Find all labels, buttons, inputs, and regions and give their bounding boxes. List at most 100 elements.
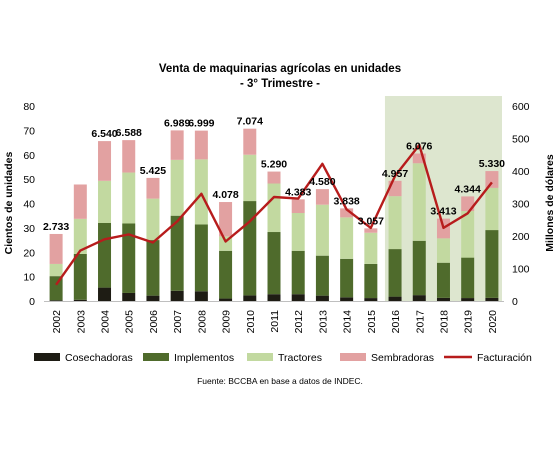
bar-tractores-2006 <box>146 198 160 241</box>
source-note: Fuente: BCCBA en base a datos de INDEC. <box>197 376 363 386</box>
data-label-2006: 5.425 <box>140 165 166 177</box>
bar-cosechadoras-2012 <box>291 294 305 301</box>
data-label-2014: 3.838 <box>333 195 359 207</box>
y-tick-label: 80 <box>23 101 35 113</box>
bar-tractores-2011 <box>267 183 281 233</box>
bar-implementos-2009 <box>219 250 233 299</box>
legend-swatch-sembradoras <box>340 353 366 361</box>
bar-implementos-2008 <box>194 224 208 292</box>
bar-sembradoras-2003 <box>73 184 87 219</box>
tick-label-layer: 0 10 20 30 40 50 60 70 80 0 100 200 300 400 500 600 2002… <box>23 101 529 333</box>
bar-implementos-2011 <box>267 232 281 295</box>
bar-cosechadoras-2004 <box>98 287 112 301</box>
x-tick-label-2008: 2008 <box>196 310 208 334</box>
data-label-2002: 2.733 <box>43 221 69 233</box>
x-tick-label-2002: 2002 <box>51 310 63 334</box>
bar-tractores-2002 <box>49 263 63 277</box>
bar-implementos-2006 <box>146 240 160 296</box>
y-tick-label: 10 <box>23 272 35 284</box>
bar-cosechadoras-2016 <box>388 296 402 301</box>
y-tick-label: 30 <box>23 223 35 235</box>
x-tick-label-2013: 2013 <box>317 310 329 334</box>
y2-axis-title: Millones de dólares <box>544 154 556 252</box>
y-tick-label: 60 <box>23 150 35 162</box>
bar-implementos-2014 <box>340 258 354 298</box>
bar-cosechadoras-2013 <box>315 295 329 301</box>
bar-implementos-2020 <box>485 230 499 298</box>
bar-sembradoras-2007 <box>170 130 184 160</box>
bar-tractores-2004 <box>98 180 112 223</box>
y-tick-label: 0 <box>29 296 35 308</box>
legend-swatch-cosechadoras <box>34 353 60 361</box>
y2-tick-label: 400 <box>512 166 530 178</box>
bar-tractores-2017 <box>412 163 426 241</box>
bar-sembradoras-2009 <box>219 202 233 237</box>
bar-cosechadoras-2002 <box>49 300 63 301</box>
legend-swatch-implementos <box>143 353 169 361</box>
bar-sembradoras-2011 <box>267 171 281 184</box>
bar-cosechadoras-2009 <box>219 298 233 301</box>
bar-cosechadoras-2010 <box>243 295 257 301</box>
x-tick-label-2011: 2011 <box>269 310 281 333</box>
legend: Cosechadoras Implementos Tractores Sembrado… <box>34 352 532 364</box>
bar-cosechadoras-2018 <box>436 297 450 301</box>
bars-layer <box>49 128 499 301</box>
data-label-2007: 6.989 <box>164 117 190 129</box>
bar-implementos-2013 <box>315 255 329 296</box>
bar-implementos-2016 <box>388 249 402 297</box>
bar-implementos-2003 <box>73 253 87 300</box>
bar-tractores-2015 <box>364 232 378 264</box>
bar-sembradoras-2010 <box>243 128 257 155</box>
legend-label-implementos: Implementos <box>174 352 234 364</box>
bar-sembradoras-2005 <box>122 140 136 173</box>
data-label-2018: 3.413 <box>430 206 456 218</box>
x-tick-label-2015: 2015 <box>366 310 378 334</box>
data-label-2015: 3.057 <box>358 215 384 227</box>
bar-tractores-2014 <box>340 217 354 259</box>
y2-tick-label: 300 <box>512 199 530 211</box>
x-tick-label-2004: 2004 <box>100 310 112 334</box>
bar-tractores-2012 <box>291 213 305 251</box>
x-tick-label-2010: 2010 <box>245 310 257 334</box>
bar-implementos-2018 <box>436 262 450 298</box>
bar-tractores-2018 <box>436 238 450 263</box>
bar-cosechadoras-2015 <box>364 298 378 301</box>
data-label-2020: 5.330 <box>479 158 505 170</box>
y2-tick-label: 500 <box>512 134 530 146</box>
line-layer <box>55 143 493 286</box>
x-tick-label-2012: 2012 <box>293 310 305 334</box>
x-tick-label-2003: 2003 <box>75 310 87 334</box>
bar-sembradoras-2002 <box>49 233 63 264</box>
data-label-2005: 6.588 <box>116 127 142 139</box>
bar-sembradoras-2017 <box>412 153 426 164</box>
legend-label-tractores: Tractores <box>278 352 322 364</box>
bar-sembradoras-2015 <box>364 228 378 233</box>
data-label-2011: 5.290 <box>261 159 287 171</box>
bar-tractores-2010 <box>243 154 257 202</box>
y2-tick-label: 0 <box>512 296 518 308</box>
bar-implementos-2017 <box>412 240 426 296</box>
chart-title: Venta de maquinarias agrícolas en unidad… <box>159 63 401 75</box>
data-label-2017: 6.076 <box>406 141 432 153</box>
x-tick-label-2016: 2016 <box>390 310 402 334</box>
bar-tractores-2016 <box>388 196 402 250</box>
bar-cosechadoras-2006 <box>146 295 160 301</box>
y-tick-label: 40 <box>23 199 35 211</box>
data-label-2004: 6.540 <box>91 128 117 140</box>
y2-tick-label: 100 <box>512 264 530 276</box>
x-tick-label-2019: 2019 <box>463 310 475 334</box>
bar-implementos-2007 <box>170 215 184 291</box>
x-tick-label-2009: 2009 <box>221 310 233 334</box>
data-label-2012: 4.383 <box>285 186 311 198</box>
bar-tractores-2003 <box>73 218 87 254</box>
legend-label-cosechadoras: Cosechadoras <box>65 352 133 364</box>
bar-cosechadoras-2014 <box>340 297 354 301</box>
y-tick-label: 50 <box>23 174 35 186</box>
bar-implementos-2015 <box>364 263 378 299</box>
bar-sembradoras-2020 <box>485 171 499 188</box>
data-label-2013: 4.580 <box>309 176 335 188</box>
legend-swatch-tractores <box>247 353 273 361</box>
x-tick-label-2006: 2006 <box>148 310 160 334</box>
bar-tractores-2008 <box>194 159 208 225</box>
